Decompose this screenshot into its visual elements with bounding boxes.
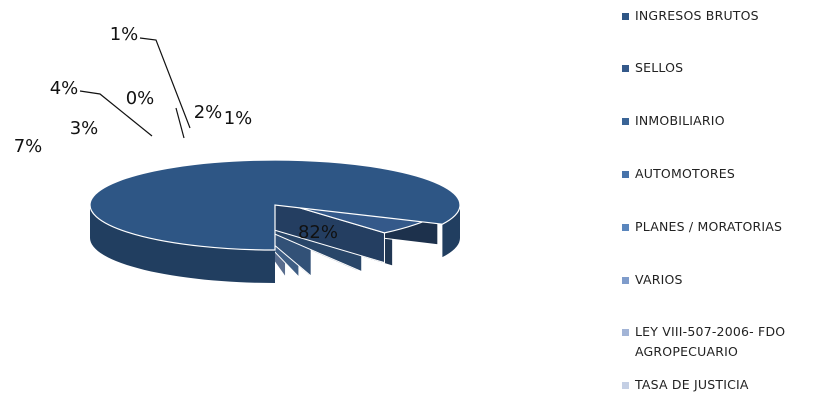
data-label: 4% [50,78,79,99]
legend-label: INGRESOS BRUTOS [635,8,759,23]
data-label: 1% [110,24,139,45]
legend-swatch [622,224,629,231]
legend-item: INMOBILIARIO [622,111,817,131]
legend-item: AUTOMOTORES [622,164,817,184]
legend-label: INMOBILIARIO [635,113,725,128]
label-leader-line [139,37,191,129]
legend-label: TASA DE JUSTICIA [635,377,749,392]
legend-item: INGRESOS BRUTOS [622,6,817,26]
data-label: 0% [126,88,155,109]
legend-item: TASA DE JUSTICIA [622,375,817,395]
legend-label: VARIOS [635,272,683,287]
data-label: 1% [224,108,253,129]
legend-swatch [622,329,629,336]
data-label: 82% [298,222,338,243]
legend-swatch [622,171,629,178]
pie-slice [89,159,461,251]
label-leader-line [79,90,153,137]
legend-label: PLANES / MORATORIAS [635,219,783,234]
legend-label: LEY VIII-507-2006- FDO AGROPECUARIO [635,324,786,359]
legend-swatch [622,65,629,72]
legend-item: VARIOS [622,270,817,290]
label-leader-line [175,107,185,139]
legend-item: SELLOS [622,58,817,78]
legend-item: LEY VIII-507-2006- FDO AGROPECUARIO [622,322,817,362]
legend-swatch [622,13,629,20]
legend-swatch [622,118,629,125]
data-label: 2% [194,102,223,123]
legend-item: PLANES / MORATORIAS [622,217,817,237]
pie-chart: 82%7%3%4% 0%1%2% 1% [14,24,461,283]
legend-label: AUTOMOTORES [635,166,735,181]
legend-label: SELLOS [635,60,684,75]
data-label: 3% [70,118,99,139]
legend-swatch [622,277,629,284]
legend-swatch [622,382,629,389]
pie-slice-side [90,205,460,283]
data-label: 7% [14,136,43,157]
